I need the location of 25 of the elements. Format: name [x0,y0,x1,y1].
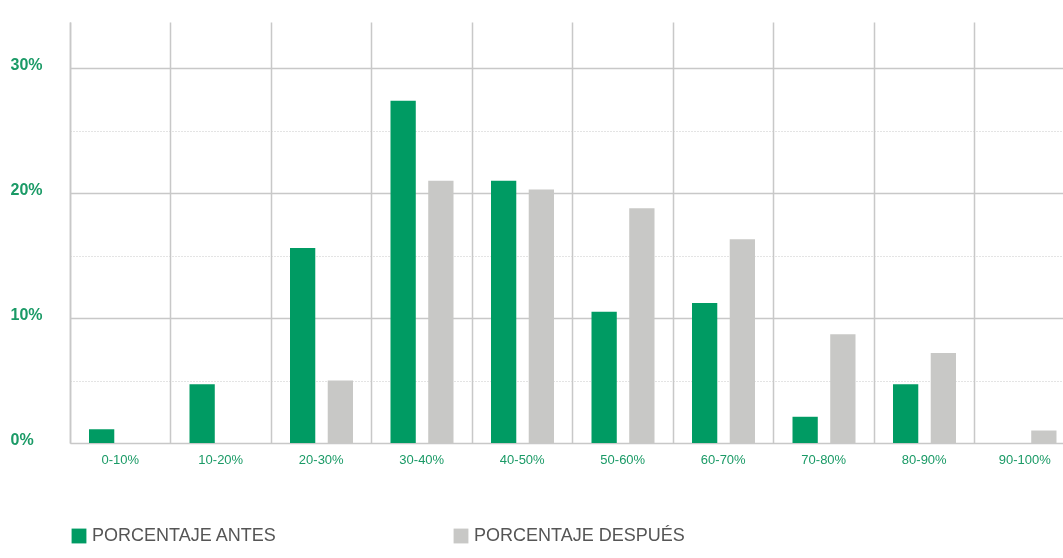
x-tick-label: 80-90% [901,451,948,467]
x-tick-label: 0-10% [101,451,140,467]
y-tick-label: 0% [10,430,34,448]
legend-label: PORCENTAJE ANTES [92,525,276,545]
x-tick-label: 90-100% [998,451,1052,467]
bar [792,416,818,443]
bar [390,100,416,443]
x-tick-label: 40-50% [499,451,546,467]
bar [692,303,718,443]
y-tick-label: 20% [10,180,43,198]
x-tick-label: 20-30% [298,451,345,467]
bar [491,180,517,443]
x-tick-label: 60-70% [700,451,747,467]
x-tick-label: 10-20% [198,451,244,467]
bar [189,384,215,443]
y-tick-label: 10% [10,305,43,323]
x-tick-label: 70-80% [801,451,847,467]
y-tick-label: 30% [10,55,43,73]
bar [89,429,115,443]
legend-label: PORCENTAJE DESPUÉS [474,525,685,545]
bar [893,384,919,443]
bar [290,248,316,443]
x-tick-label: 50-60% [600,451,646,467]
bar [591,311,617,443]
x-tick-label: 30-40% [399,451,445,467]
